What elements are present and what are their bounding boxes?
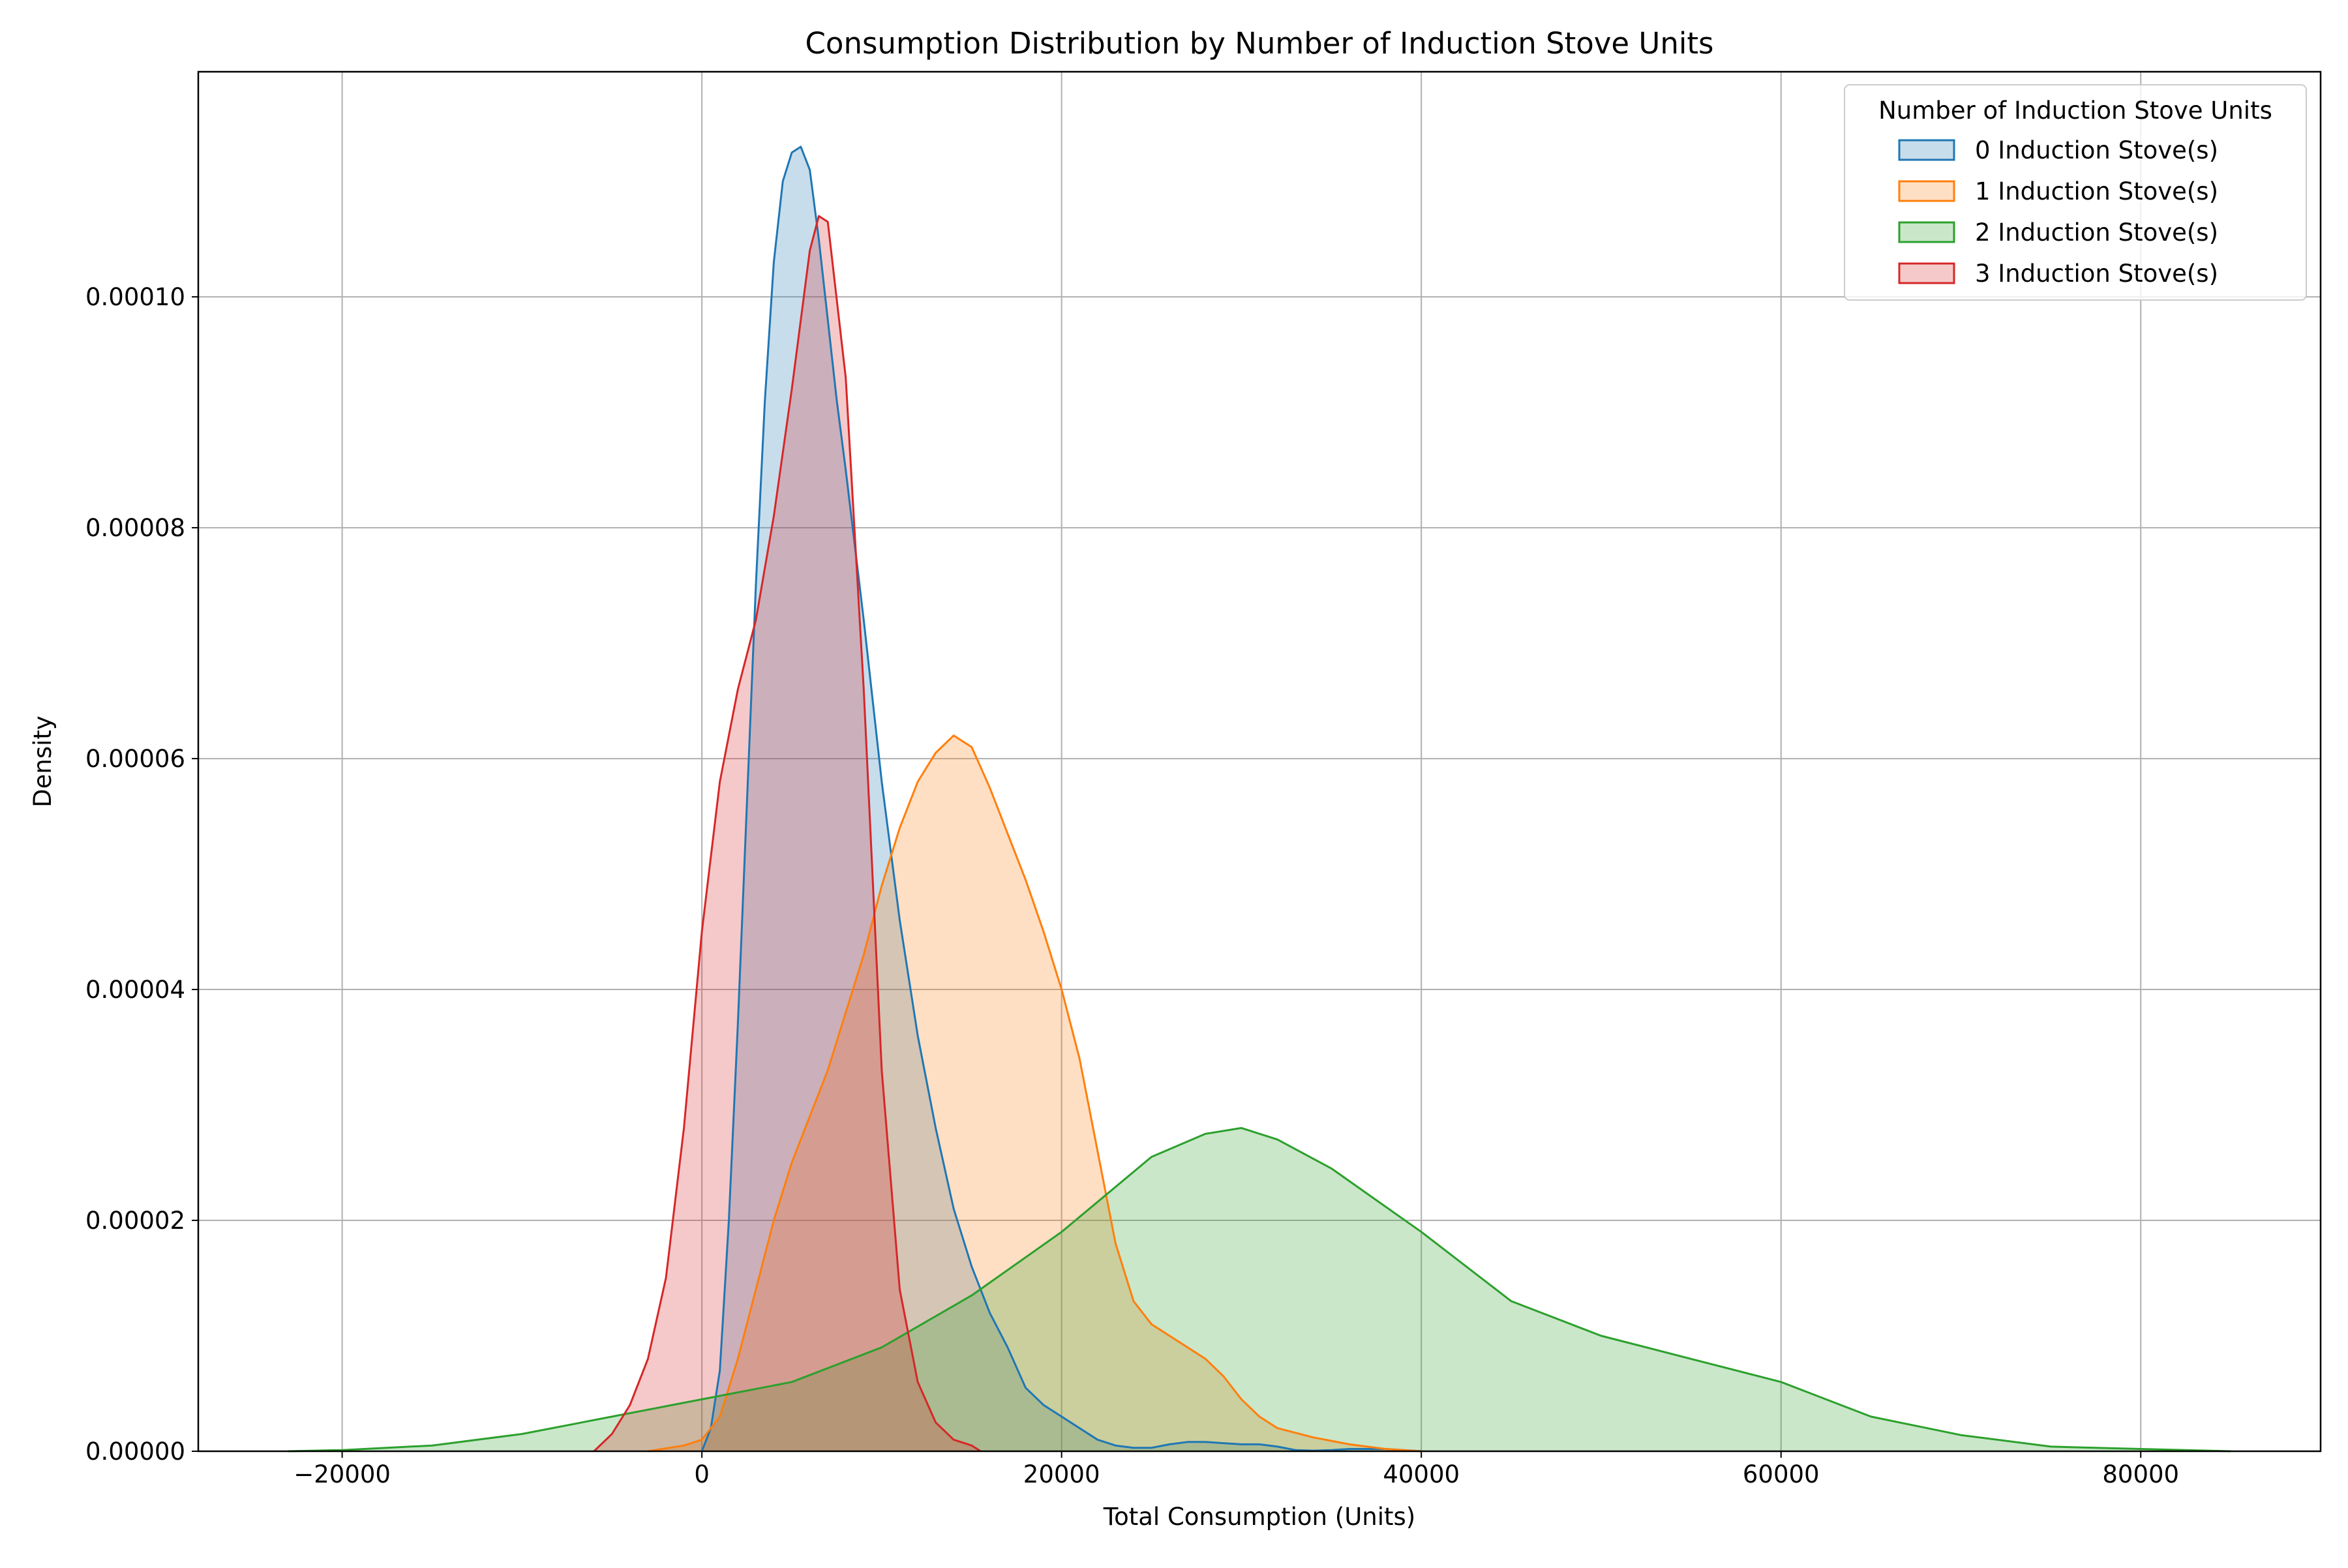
legend-items: 0 Induction Stove(s) 1 Induction Stove(s)… xyxy=(1898,136,2218,288)
x-tick-label: 60000 xyxy=(1743,1460,1820,1488)
legend-swatch-1 xyxy=(1898,180,1955,202)
y-tick-label: 0.00008 xyxy=(85,514,185,542)
y-tick-label: 0.00006 xyxy=(85,745,185,773)
legend: Number of Induction Stove Units 0 Induct… xyxy=(1844,84,2307,301)
grid-lines xyxy=(198,72,2321,1452)
density-line-2 xyxy=(288,1126,2231,1453)
y-tick-label: 0.00010 xyxy=(85,283,185,311)
legend-label-0: 0 Induction Stove(s) xyxy=(1975,136,2218,164)
x-tick-label: 0 xyxy=(694,1460,710,1488)
y-axis-label: Density xyxy=(29,716,57,807)
y-tick-label: 0.00002 xyxy=(85,1207,185,1235)
x-tick-label: −20000 xyxy=(294,1460,391,1488)
density-line-1 xyxy=(648,734,1422,1453)
plot-frame xyxy=(197,70,2322,1453)
legend-label-3: 3 Induction Stove(s) xyxy=(1975,260,2218,288)
x-tick-label: 40000 xyxy=(1383,1460,1460,1488)
density-line-0 xyxy=(700,145,1422,1453)
density-line-3 xyxy=(593,215,982,1453)
chart-title: Consumption Distribution by Number of In… xyxy=(805,26,1714,61)
x-axis-label: Total Consumption (Units) xyxy=(1103,1503,1415,1531)
density-area-2 xyxy=(288,1128,2231,1451)
legend-swatch-0 xyxy=(1898,139,1955,161)
y-tick-label: 0.00000 xyxy=(85,1438,185,1466)
legend-title: Number of Induction Stove Units xyxy=(1878,97,2272,125)
legend-swatch-3 xyxy=(1898,262,1955,284)
y-tick-label: 0.00004 xyxy=(85,976,185,1004)
legend-label-1: 1 Induction Stove(s) xyxy=(1975,177,2218,205)
density-lines xyxy=(288,145,2231,1453)
density-area-3 xyxy=(594,216,981,1452)
legend-swatch-2 xyxy=(1898,221,1955,243)
density-area-0 xyxy=(702,147,1422,1451)
density-areas xyxy=(288,147,2231,1452)
legend-box xyxy=(1844,84,2307,301)
x-tick-label: 20000 xyxy=(1023,1460,1100,1488)
x-tick-label: 80000 xyxy=(2102,1460,2179,1488)
axis-ticks: −20000 0 20000 40000 60000 80000 0.00000 0.0000… xyxy=(85,283,2179,1488)
legend-label-2: 2 Induction Stove(s) xyxy=(1975,219,2218,247)
density-area-1 xyxy=(648,735,1422,1451)
